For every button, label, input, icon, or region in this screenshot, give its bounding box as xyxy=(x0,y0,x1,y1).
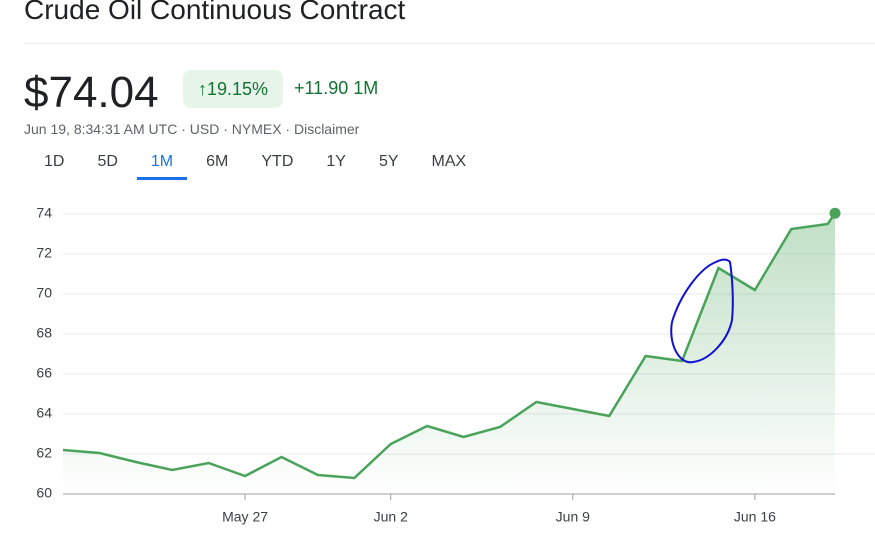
y-tick-label: 64 xyxy=(36,405,52,421)
range-tab[interactable]: YTD xyxy=(261,153,294,170)
arrow: ↑ xyxy=(197,78,207,99)
range-tabs: 1D 5D 1M 6M YTD 1Y 5Y MAX xyxy=(30,153,485,180)
y-tick-label: 62 xyxy=(36,445,52,461)
range-tab[interactable]: 5D xyxy=(97,153,118,170)
range-tab[interactable]: 1Y xyxy=(326,153,346,170)
separator xyxy=(24,43,875,44)
y-tick-label: 72 xyxy=(36,245,52,261)
last-point xyxy=(829,207,841,219)
y-tick-label: 66 xyxy=(36,365,52,381)
change-abs: +11.90 xyxy=(294,78,349,98)
area xyxy=(63,213,835,494)
x-tick-label: Jun 16 xyxy=(734,509,776,525)
y-tick-label: 68 xyxy=(36,325,52,341)
line xyxy=(62,212,837,480)
meta: Jun 19, 8:34:31 AM UTC · USD · NYMEX · D… xyxy=(24,121,360,137)
range-tab[interactable]: 5Y xyxy=(378,153,399,170)
price: $74.04 xyxy=(24,68,159,117)
change-badge: ↑ 19.15% xyxy=(183,70,283,108)
range-tab[interactable]: MAX xyxy=(431,153,467,170)
range-tab[interactable]: 1M xyxy=(136,153,188,180)
change: +11.90 1M xyxy=(294,78,378,99)
y-tick-label: 60 xyxy=(36,485,52,501)
y-tick-label: 74 xyxy=(36,205,52,221)
y-tick-label: 70 xyxy=(36,285,52,301)
range-tab[interactable]: 6M xyxy=(206,153,229,170)
change-pct: 19.15% xyxy=(206,78,269,99)
annotation-circle xyxy=(670,258,734,364)
x-tick-label: Jun 9 xyxy=(556,509,590,525)
x-tick-label: Jun 2 xyxy=(374,509,408,525)
change-period: 1M xyxy=(353,78,379,98)
x-tick-label: May 27 xyxy=(222,509,268,525)
title: Crude Oil Continuous Contract xyxy=(24,0,406,25)
range-tab[interactable]: 1D xyxy=(44,153,65,170)
